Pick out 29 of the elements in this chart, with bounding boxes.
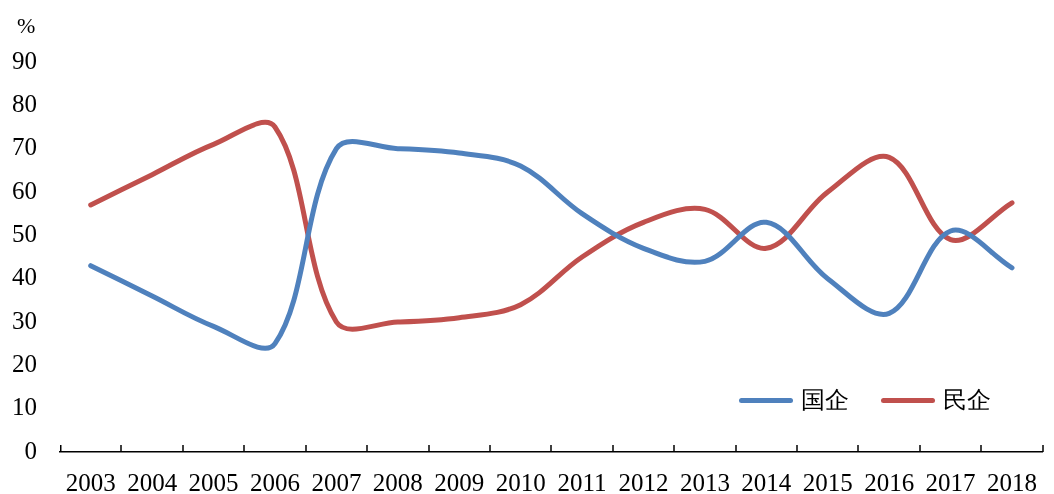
x-tick-label: 2017 [925,468,976,494]
x-tick-label: 2016 [864,468,915,494]
y-tick-label: 60 [12,176,37,204]
x-tick-label: 2018 [987,468,1037,494]
y-tick-label: 50 [12,219,37,247]
x-tick-label: 2007 [311,468,362,494]
x-tick-label: 2009 [434,468,485,494]
y-tick-label: 90 [12,46,37,74]
x-tick-label: 2013 [679,468,730,494]
y-tick-label: 0 [24,436,37,464]
x-tick-label: 2006 [249,468,300,494]
legend-label: 民企 [942,387,991,414]
x-tick-label: 2010 [495,468,546,494]
x-tick-label: 2008 [372,468,423,494]
y-tick-label: 10 [12,393,37,421]
x-tick-label: 2012 [618,468,669,494]
x-tick-label: 2015 [802,468,853,494]
y-tick-label: 20 [12,349,37,377]
y-tick-label: 40 [12,263,37,291]
y-axis-title: % [17,13,36,38]
x-tick-label: 2005 [188,468,239,494]
y-tick-label: 70 [12,133,37,161]
x-tick-label: 2011 [557,468,607,494]
x-tick-label: 2004 [127,468,178,494]
x-tick-label: 2003 [65,468,116,494]
y-tick-label: 80 [12,89,37,117]
x-tick-label: 2014 [741,468,792,494]
y-tick-label: 30 [12,306,37,334]
legend-label: 国企 [800,387,849,414]
